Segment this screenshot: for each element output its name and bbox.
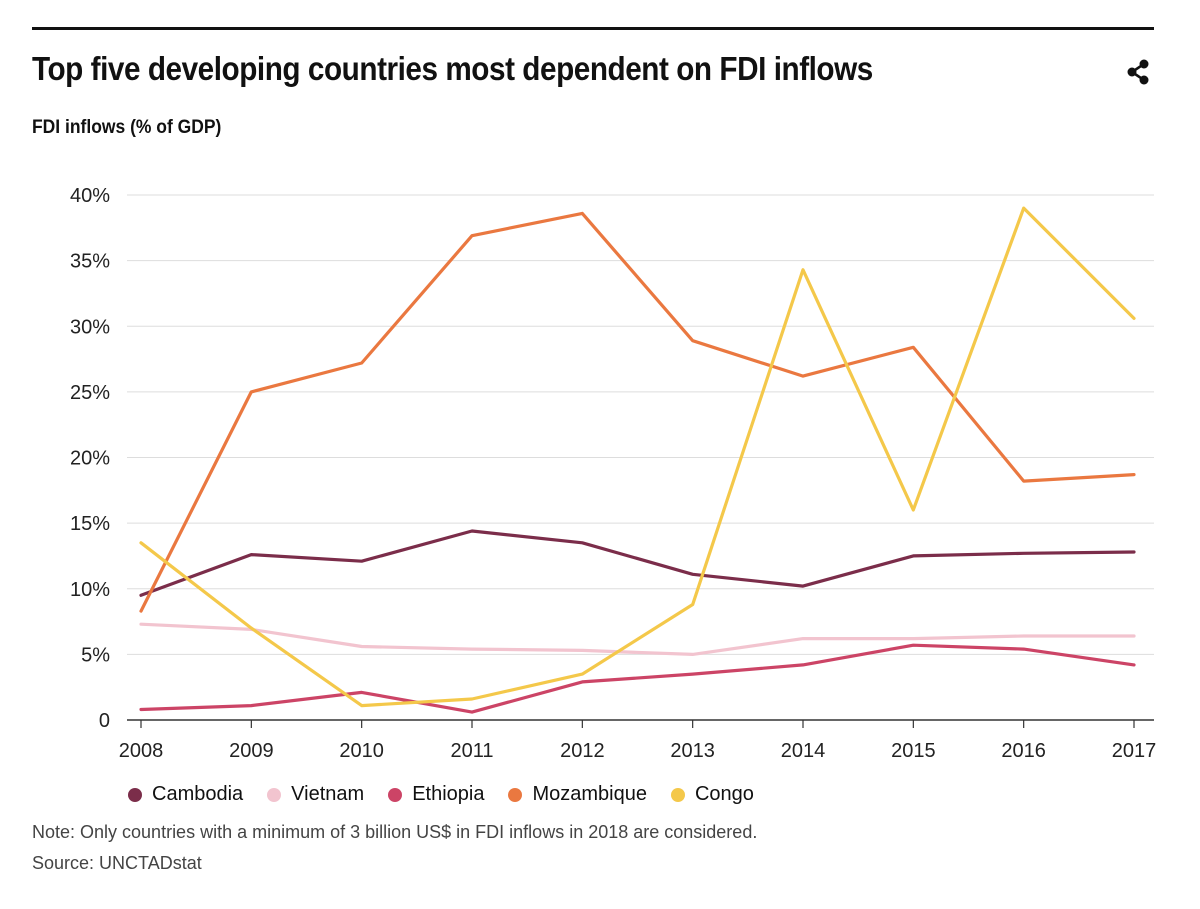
legend-swatch (388, 787, 403, 802)
legend-item-congo[interactable]: Congo (670, 783, 754, 806)
series-line-vietnam[interactable] (139, 622, 1136, 657)
series-lines (139, 206, 1136, 714)
y-tick-label: 40% (70, 185, 110, 207)
x-tick-label: 2014 (781, 740, 826, 762)
y-tick-label: 35% (70, 251, 110, 273)
series-line-congo[interactable] (139, 206, 1136, 708)
y-axis-ticks: 0 5% 10% 15% 20% 25% 30% 35% 40% (70, 185, 110, 732)
legend-swatch (128, 787, 142, 802)
legend: Cambodia Vietnam Ethiopia Mozambique Congo (128, 783, 754, 806)
x-tick-label: 2010 (339, 740, 384, 762)
y-tick-label: 25% (70, 382, 110, 404)
line-chart: 0 5% 10% 15% 20% 25% 30% 35% 40% 2008 2009 2010 201… (70, 185, 1157, 762)
footnote: Note: Only countries with a minimum of 3… (32, 822, 758, 842)
y-axis-title: FDI inflows (% of GDP) (32, 117, 222, 138)
share-icon (1127, 59, 1149, 85)
x-tick-label: 2013 (670, 740, 715, 762)
y-tick-label: 20% (70, 448, 110, 470)
x-axis-ticks: 2008 2009 2010 2011 2012 2013 2014 2015 2016 2017 (119, 720, 1157, 762)
grid-lines (127, 194, 1154, 721)
legend-label: Congo (694, 783, 754, 805)
y-tick-label: 5% (81, 644, 110, 666)
x-tick-label: 2016 (1001, 740, 1046, 762)
x-tick-label: 2011 (450, 740, 493, 762)
legend-item-mozambique[interactable]: Mozambique (508, 783, 647, 806)
x-tick-label: 2009 (229, 740, 274, 762)
x-tick-label: 2015 (891, 740, 936, 762)
series-line-mozambique[interactable] (139, 211, 1136, 613)
legend-label: Cambodia (152, 783, 244, 805)
source-note: Source: UNCTADstat (32, 853, 202, 873)
y-tick-label: 30% (70, 316, 110, 338)
series-line-cambodia[interactable] (139, 529, 1136, 597)
legend-label: Mozambique (532, 783, 647, 805)
legend-swatch (508, 787, 523, 802)
share-button[interactable] (1122, 56, 1154, 88)
y-tick-label: 10% (70, 579, 110, 601)
legend-item-ethiopia[interactable]: Ethiopia (388, 783, 484, 806)
top-rule (32, 27, 1154, 30)
legend-swatch (267, 787, 282, 802)
legend-label: Vietnam (291, 783, 365, 805)
x-tick-label: 2008 (119, 740, 164, 762)
series-line-ethiopia[interactable] (139, 643, 1136, 714)
y-tick-label: 15% (70, 513, 110, 535)
legend-item-vietnam[interactable]: Vietnam (267, 783, 364, 806)
legend-label: Ethiopia (412, 783, 485, 805)
x-tick-label: 2012 (560, 740, 605, 762)
chart-title: Top five developing countries most depen… (32, 50, 873, 87)
legend-swatch (670, 787, 685, 802)
y-tick-label: 0 (99, 710, 110, 732)
x-tick-label: 2017 (1112, 740, 1157, 762)
legend-item-cambodia[interactable]: Cambodia (128, 783, 243, 806)
